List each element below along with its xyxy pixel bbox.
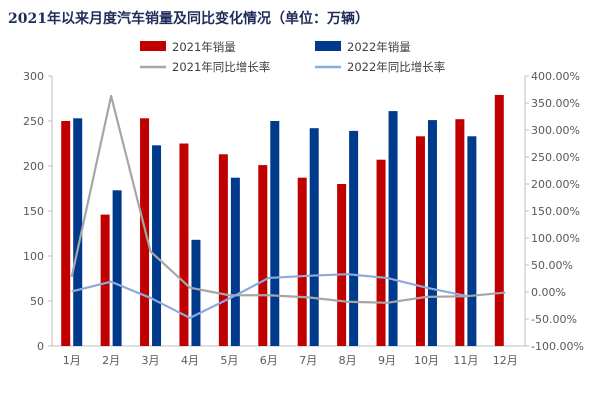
y2-tick-label: 300.00% (531, 124, 580, 137)
bar-2021年销量-8月 (337, 184, 347, 346)
y-tick-label: 300 (23, 70, 44, 83)
y2-tick-label: 250.00% (531, 151, 580, 164)
y2-tick-label: -100.00% (531, 340, 584, 353)
x-tick-label: 5月 (220, 354, 238, 367)
y-tick-label: 150 (23, 205, 44, 218)
bar-2022年销量-3月 (152, 145, 162, 346)
legend-swatch (315, 41, 341, 51)
line-2021年同比增长率 (70, 94, 506, 304)
legend-label: 2022年销量 (347, 40, 411, 54)
y2-tick-label: 400.00% (531, 70, 580, 83)
x-tick-label: 7月 (299, 354, 317, 367)
x-tick-label: 3月 (142, 354, 160, 367)
y2-tick-label: 200.00% (531, 178, 580, 191)
bar-2021年销量-5月 (218, 154, 228, 346)
bar-2021年销量-1月 (61, 121, 71, 346)
y-tick-label: 250 (23, 115, 44, 128)
bar-2022年销量-9月 (388, 111, 398, 346)
legend-label: 2021年销量 (172, 40, 236, 54)
bar-2021年销量-10月 (415, 136, 425, 346)
bar-2022年销量-10月 (427, 120, 437, 346)
legend-swatch (140, 41, 166, 51)
y2-tick-label: 100.00% (531, 232, 580, 245)
bar-2022年销量-11月 (467, 136, 477, 346)
x-tick-label: 10月 (414, 354, 439, 367)
x-tick-label: 12月 (493, 354, 518, 367)
x-tick-label: 6月 (260, 354, 278, 367)
x-tick-label: 9月 (378, 354, 396, 367)
bar-2021年销量-9月 (376, 159, 386, 346)
y2-tick-label: 150.00% (531, 205, 580, 218)
x-tick-label: 1月 (63, 354, 81, 367)
legend-label: 2022年同比增长率 (347, 60, 445, 74)
y2-tick-label: -50.00% (531, 313, 577, 326)
y-tick-label: 100 (23, 250, 44, 263)
legend-label: 2021年同比增长率 (172, 60, 270, 74)
y2-tick-label: 350.00% (531, 97, 580, 110)
bar-2022年销量-6月 (270, 121, 280, 346)
bar-2021年销量-11月 (455, 119, 465, 346)
bar-2022年销量-1月 (73, 118, 83, 346)
bar-2021年销量-6月 (258, 165, 268, 346)
bar-2021年销量-7月 (297, 177, 307, 346)
y2-tick-label: 50.00% (531, 259, 573, 272)
bar-2022年销量-2月 (112, 190, 122, 346)
bar-2022年销量-5月 (230, 177, 240, 346)
x-tick-label: 4月 (181, 354, 199, 367)
bar-2021年销量-4月 (179, 143, 189, 346)
y-tick-label: 50 (30, 295, 44, 308)
x-tick-label: 2月 (102, 354, 120, 367)
x-tick-label: 11月 (453, 354, 478, 367)
bar-2022年销量-4月 (191, 239, 201, 346)
bar-2022年销量-8月 (349, 130, 359, 346)
bar-2021年销量-12月 (494, 94, 504, 347)
bar-2022年销量-7月 (309, 128, 319, 346)
y-tick-label: 200 (23, 160, 44, 173)
x-tick-label: 8月 (339, 354, 357, 367)
chart-title: 2021年以来月度汽车销量及同比变化情况（单位：万辆） (8, 11, 369, 27)
y2-tick-label: 0.00% (531, 286, 566, 299)
bar-2021年销量-2月 (100, 214, 110, 346)
y-tick-label: 0 (37, 340, 44, 353)
